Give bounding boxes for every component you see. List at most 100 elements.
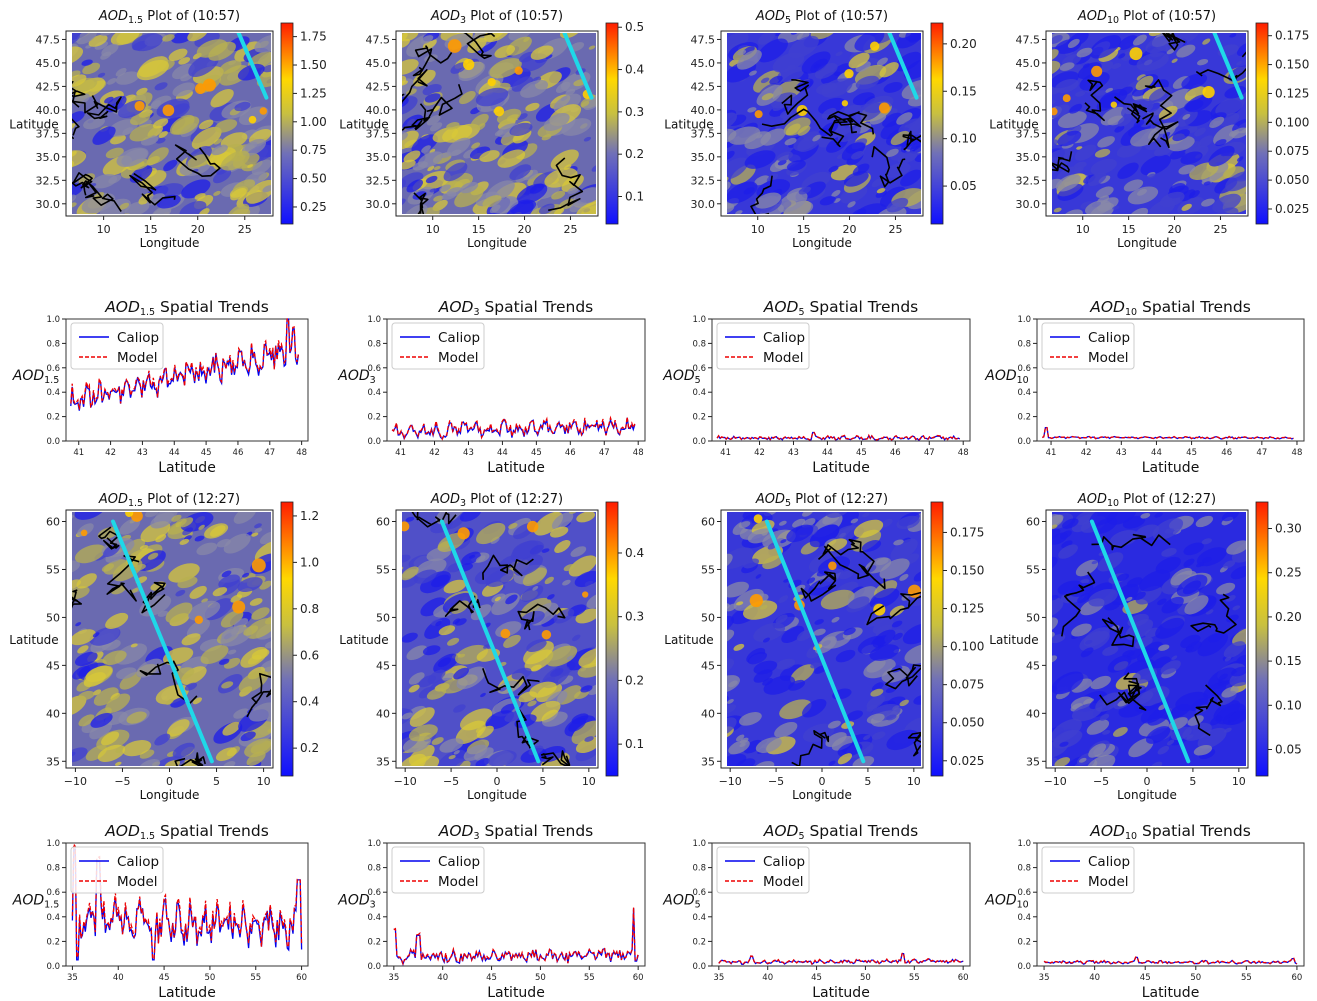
aod-patch	[1184, 86, 1206, 101]
aod-patch	[177, 576, 198, 589]
coastline	[548, 157, 584, 212]
aod-patch	[1057, 130, 1082, 147]
coastline	[1194, 684, 1223, 737]
aod-patch	[422, 645, 441, 656]
aod-patch	[421, 145, 431, 153]
colorbar-tick-label: 0.100	[950, 640, 984, 654]
aod-patch	[105, 612, 129, 629]
colorbar	[605, 501, 619, 777]
aod-patch	[727, 675, 740, 694]
x-tick-label: 10	[257, 775, 271, 788]
legend-caliop-label: Caliop	[438, 330, 480, 346]
aod-patch	[581, 100, 590, 107]
aod-patch	[126, 711, 147, 724]
aod-hotspot	[493, 106, 505, 117]
aod-patch	[588, 45, 596, 50]
x-tick-label: 47	[1256, 448, 1267, 458]
aod-patch	[181, 666, 207, 685]
aod-patch	[437, 657, 452, 668]
aod-patch	[851, 529, 882, 552]
aod-patch	[259, 531, 271, 545]
coastline	[141, 581, 166, 614]
x-tick-label: −5	[1093, 775, 1109, 788]
aod-patch	[760, 128, 786, 146]
aod-patch	[186, 619, 210, 638]
aod-patch	[828, 760, 836, 766]
aod-patch	[854, 203, 887, 214]
aod-patch	[122, 740, 152, 757]
y-tick-label: 40	[376, 707, 390, 720]
colorbar-tick-label: 0.3	[625, 105, 644, 119]
aod-patch	[826, 512, 849, 518]
aod-patch	[97, 72, 106, 78]
x-tick-label: 5	[1189, 775, 1196, 788]
y-tick-label: 0.4	[46, 913, 60, 923]
aod-patch	[855, 61, 871, 73]
aod-patch	[568, 555, 596, 577]
aod-patch	[1196, 561, 1205, 568]
aod-patch	[1203, 181, 1211, 186]
aod-patch	[198, 119, 214, 130]
aod-patch	[526, 639, 547, 653]
aod-patch	[152, 118, 169, 129]
x-axis-label: Latitude	[812, 460, 870, 476]
x-tick-label: −10	[394, 775, 417, 788]
colorbar	[1255, 22, 1269, 225]
aod-patch	[1052, 528, 1061, 541]
aod-patch	[102, 650, 127, 666]
coastline	[885, 664, 921, 690]
aod-patch	[909, 139, 921, 154]
aod-patch	[882, 112, 903, 128]
x-tick-label: 5	[539, 775, 546, 788]
colorbar-tick-label: 0.2	[625, 147, 644, 161]
aod-patch	[1052, 671, 1084, 695]
colorbar	[280, 501, 294, 777]
aod-patch	[1169, 183, 1186, 194]
aod-patch	[402, 59, 419, 75]
aod-field	[402, 33, 596, 214]
y-tick-label: 0.0	[1017, 437, 1031, 447]
aod-patch	[1224, 656, 1232, 662]
aod-patch	[424, 617, 451, 639]
aod-patch	[1210, 715, 1223, 726]
x-tick-label: 20	[1168, 223, 1182, 236]
aod-patch	[798, 186, 811, 195]
aod-patch	[1080, 647, 1094, 658]
colorbar-tick-label: 0.25	[1275, 566, 1302, 580]
aod-field	[727, 33, 921, 214]
aod-patch	[251, 159, 271, 176]
aod-patch	[900, 169, 921, 187]
aod-patch	[1113, 727, 1128, 737]
aod-patch	[220, 610, 244, 628]
aod-patch	[89, 721, 113, 740]
aod-patch	[1136, 74, 1146, 81]
aod-patch	[786, 524, 814, 543]
aod-patch	[402, 38, 410, 48]
x-tick-label: 20	[843, 223, 857, 236]
x-tick-label: 45	[1140, 973, 1151, 983]
x-tick-label: 44	[1151, 448, 1162, 458]
aod-patch	[424, 93, 441, 103]
aod-patch	[736, 49, 762, 70]
x-tick-label: 25	[238, 223, 252, 236]
aod-patch	[244, 738, 271, 758]
y-tick-label: 0.6	[46, 888, 60, 898]
y-tick-label: 0.8	[367, 864, 381, 874]
x-axis-label: Latitude	[487, 460, 545, 476]
aod-patch	[74, 512, 106, 520]
x-tick-label: 10	[751, 223, 765, 236]
aod-patch	[72, 111, 85, 124]
aod-patch	[1099, 713, 1110, 721]
colorbar-tick-label: 0.15	[950, 84, 977, 98]
aod-patch	[1052, 139, 1058, 148]
x-tick-label: 55	[1241, 973, 1252, 983]
aod-patch	[1117, 114, 1133, 127]
aod-patch	[810, 662, 821, 669]
aod-patch	[899, 699, 909, 707]
aod-patch	[408, 724, 438, 742]
aod-patch	[72, 629, 96, 646]
aod-patch	[105, 693, 131, 713]
aod-patch	[431, 574, 450, 588]
aod-patch	[806, 577, 816, 584]
x-tick-label: 45	[486, 973, 497, 983]
